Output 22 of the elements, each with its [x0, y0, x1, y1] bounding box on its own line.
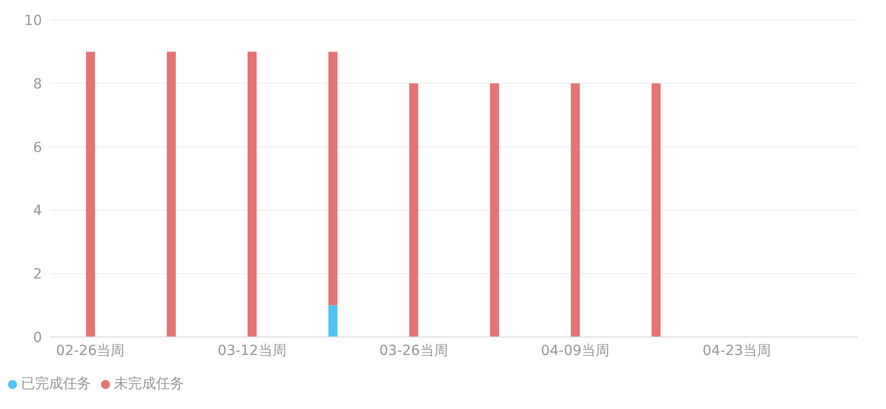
- y-tick-label: 4: [33, 203, 42, 220]
- x-tick-label: 02-26当周: [56, 342, 125, 359]
- bar: [166, 52, 176, 337]
- legend-label: 未完成任务: [114, 376, 184, 392]
- bar: [570, 83, 580, 337]
- x-tick-label: 03-12当周: [218, 342, 286, 359]
- legend-label: 已完成任务: [21, 376, 91, 392]
- y-tick-label: 2: [33, 266, 42, 283]
- bar: [328, 305, 338, 337]
- bar: [248, 52, 257, 337]
- bar: [490, 83, 499, 337]
- x-tick-label: 03-26当周: [379, 342, 448, 359]
- bar: [409, 83, 418, 337]
- bar: [86, 52, 95, 337]
- x-tick-label: 04-23当周: [702, 342, 772, 359]
- y-tick-label: 8: [33, 76, 42, 92]
- x-tick-label: 04-09当周: [540, 342, 610, 359]
- y-tick-label: 10: [24, 12, 42, 29]
- y-tick-label: 0: [33, 330, 42, 346]
- bar: [328, 52, 338, 306]
- bar: [652, 83, 661, 337]
- y-tick-label: 6: [33, 140, 42, 156]
